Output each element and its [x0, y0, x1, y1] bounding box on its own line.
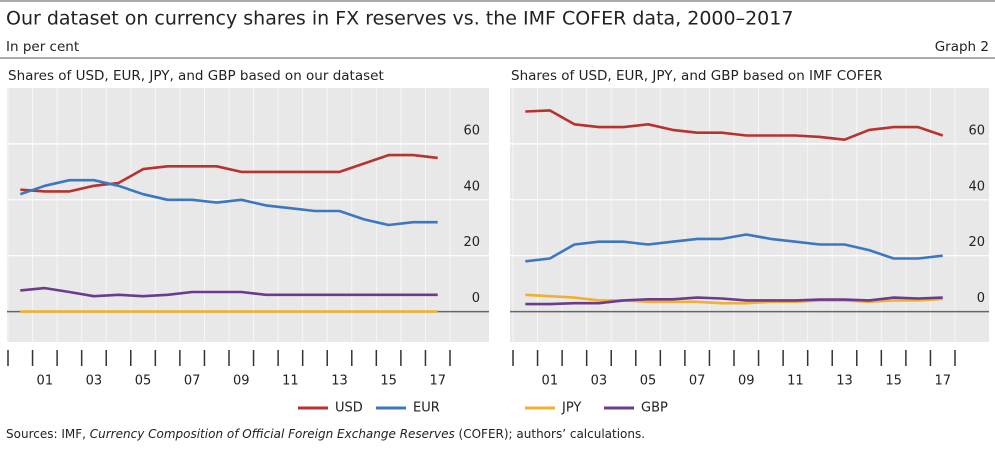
series-line: [19, 178, 438, 227]
y-tick-label: 60: [463, 123, 480, 138]
x-tick-label: 17: [934, 374, 951, 389]
panel: Shares of USD, EUR, JPY, and GBP based o…: [7, 68, 489, 389]
series-line: [525, 293, 943, 305]
figure-title: Our dataset on currency shares in FX res…: [6, 8, 793, 30]
y-tick-label: 20: [968, 235, 985, 250]
sources-italic: Currency Composition of Official Foreign…: [90, 427, 455, 441]
legend-label: JPY: [561, 401, 581, 416]
sources-suffix: (COFER); authors’ calculations.: [455, 427, 645, 441]
y-tick-label: 0: [977, 291, 985, 306]
x-tick-label: 11: [282, 374, 299, 389]
legend-label: GBP: [641, 401, 668, 416]
x-tick-label: 03: [591, 374, 608, 389]
sources: Sources: IMF, Currency Composition of Of…: [6, 427, 645, 441]
x-tick-label: 13: [836, 374, 853, 389]
series-line: [20, 286, 438, 298]
series-line: [525, 233, 943, 263]
series-line: [20, 153, 438, 193]
plot-background: [7, 88, 489, 342]
x-tick-label: 15: [885, 374, 902, 389]
y-tick-label: 40: [463, 179, 480, 194]
x-tick-label: 01: [542, 374, 559, 389]
panel-title: Shares of USD, EUR, JPY, and GBP based o…: [8, 68, 384, 84]
y-tick-label: 20: [463, 235, 480, 250]
x-tick-label: 17: [429, 374, 446, 389]
graph-number: Graph 2: [935, 39, 989, 55]
panel-title: Shares of USD, EUR, JPY, and GBP based o…: [511, 68, 882, 84]
x-tick-label: 03: [86, 374, 103, 389]
y-tick-label: 0: [472, 291, 480, 306]
x-tick-label: 05: [135, 374, 152, 389]
series-line: [525, 296, 943, 306]
x-tick-label: 09: [233, 374, 250, 389]
x-tick-label: 01: [37, 374, 54, 389]
y-tick-label: 40: [968, 179, 985, 194]
y-tick-label: 60: [968, 123, 985, 138]
x-tick-label: 05: [640, 374, 657, 389]
x-tick-label: 13: [331, 374, 348, 389]
sources-prefix: Sources: IMF,: [6, 427, 90, 441]
x-tick-label: 07: [689, 374, 706, 389]
legend-label: EUR: [413, 401, 440, 416]
panel: Shares of USD, EUR, JPY, and GBP based o…: [510, 68, 989, 389]
x-tick-label: 15: [380, 374, 397, 389]
x-tick-label: 07: [184, 374, 201, 389]
x-tick-label: 09: [738, 374, 755, 389]
legend-label: USD: [335, 401, 363, 416]
x-tick-label: 11: [787, 374, 804, 389]
unit-label: In per cent: [6, 39, 79, 55]
series-line: [525, 109, 944, 141]
